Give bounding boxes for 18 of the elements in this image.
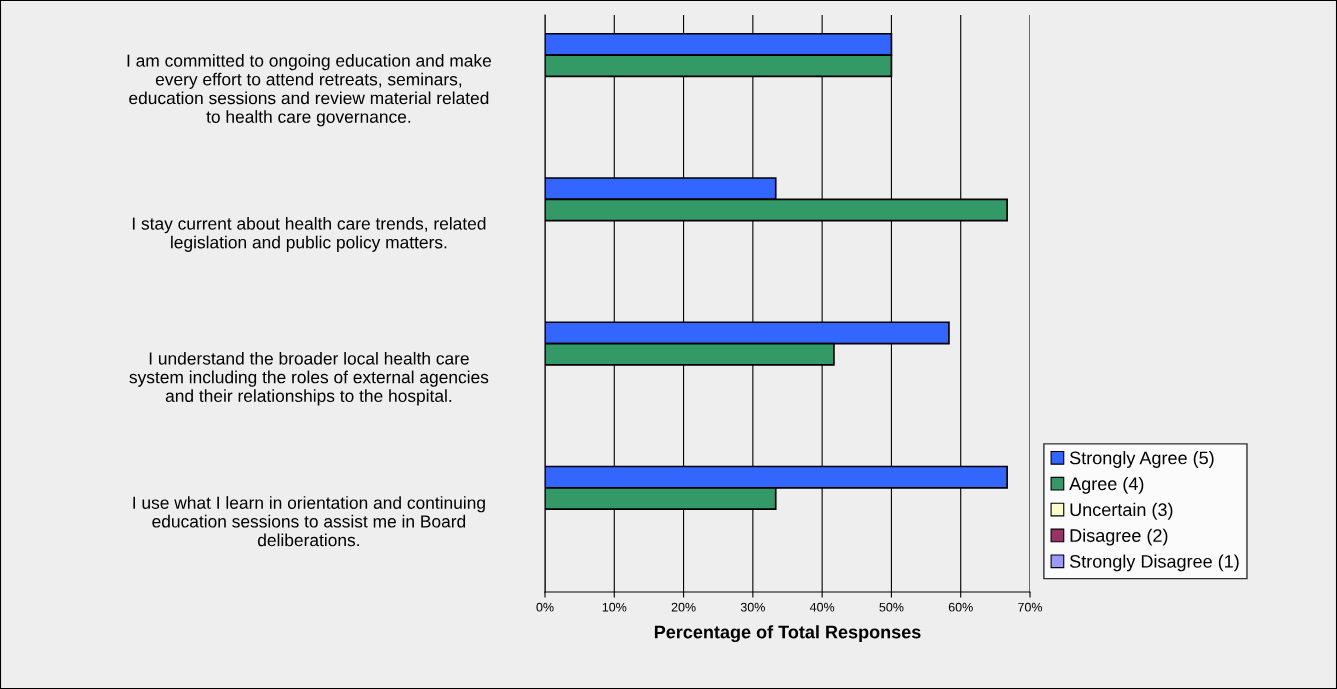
y-tick-label: I understand the broader local health care system including the roles of external agencies and their relationships to the hospital.: [129, 351, 489, 406]
x-tick-label: 10%: [602, 602, 627, 612]
x-tick-label: 20%: [671, 602, 696, 612]
x-tick-label: 60%: [948, 602, 973, 612]
y-tick-label: I stay current about health care trends, related legislation and public policy matters.: [132, 216, 486, 252]
legend-label: Strongly Agree (5): [1069, 451, 1214, 468]
legend-label: Agree (4): [1069, 476, 1144, 494]
x-tick-label: 50%: [879, 602, 904, 612]
legend-label: Strongly Disagree (1): [1069, 554, 1239, 572]
x-tick-label: 30%: [740, 602, 765, 612]
legend-label: Uncertain (3): [1070, 502, 1173, 520]
y-tick-label: I am committed to ongoing education and make every effort to attend retreats, seminars, education sessions and review material related to health care governance.: [127, 54, 492, 127]
y-tick-label: I use what I learn in orientation and continuing education sessions to assist me in Board deliberations.: [133, 496, 485, 547]
x-tick-label: 0%: [536, 602, 554, 612]
x-axis-title: Percentage of Total Responses: [654, 625, 921, 643]
legend-label: Disagree (2): [1070, 528, 1168, 546]
x-tick-label: 70%: [1018, 602, 1043, 612]
x-tick-label: 40%: [809, 602, 835, 612]
